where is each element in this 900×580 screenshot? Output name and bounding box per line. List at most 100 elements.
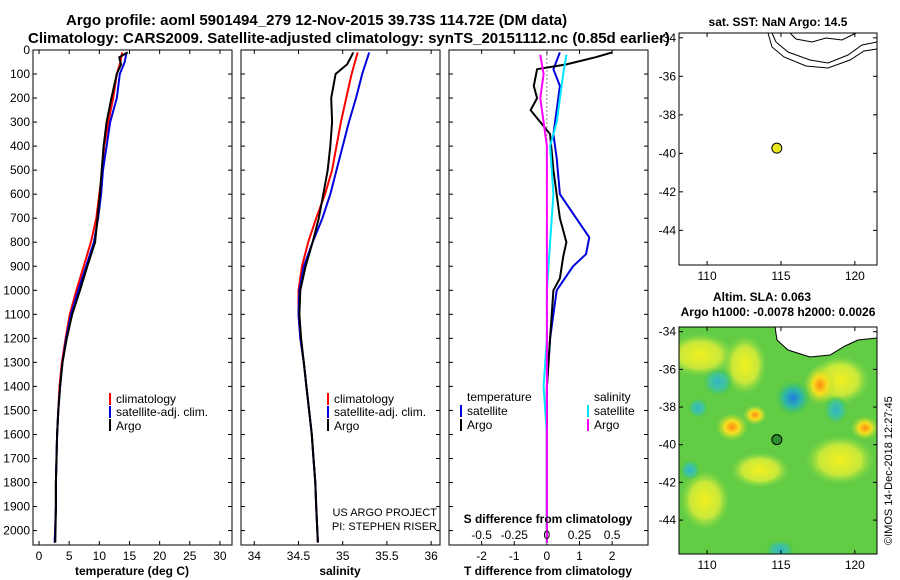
sla-field — [679, 327, 877, 554]
x-tick-label: 5 — [66, 549, 73, 563]
x-tick-label: 25 — [183, 549, 197, 563]
depth-axis: 0 100 200 300 400 500 600 700 800 900 1000 1100 1200… — [3, 43, 232, 538]
x-tick-label: 35 — [336, 549, 350, 563]
sla-map-lat-axis: -34 -36 -38 -40 -42 -44 — [659, 325, 877, 527]
series-line-satellite-adj-clim- — [297, 52, 371, 543]
salinity-x-axis: 34 34.5 35 35.5 36 — [248, 50, 438, 563]
x-tick-label: 20 — [153, 549, 167, 563]
x-tick-label: -2 — [476, 549, 487, 563]
depth-tick-label: 2000 — [3, 524, 30, 538]
title-line-1: Argo profile: aoml 5901494_279 12-Nov-20… — [66, 12, 567, 29]
sla-map-lon-axis: 110 115 120 — [698, 327, 865, 572]
legend-temperature-title: temperature — [467, 390, 532, 404]
temperature-series — [53, 51, 129, 543]
legend-t-argo: Argo — [467, 418, 493, 432]
lat-tick-label: -40 — [659, 438, 677, 452]
depth-tick-label: 600 — [10, 187, 30, 201]
x-tick-label: 10 — [93, 549, 107, 563]
difference-series — [529, 51, 613, 543]
lat-tick-label: -38 — [659, 108, 677, 122]
depth-tick-label: 400 — [10, 139, 30, 153]
depth-tick-label: 100 — [10, 67, 30, 81]
series-line-t-argo — [529, 51, 613, 543]
sla-map-frame — [678, 326, 878, 555]
lat-tick-label: -40 — [659, 146, 677, 160]
s-tick-label: -0.25 — [501, 528, 529, 542]
argo-location-marker — [771, 142, 783, 154]
legend-satellite-adj: satellite-adj. clim. — [334, 405, 426, 419]
lon-tick-label: 115 — [771, 558, 790, 572]
depth-tick-label: 200 — [10, 91, 30, 105]
depth-tick-label: 1500 — [3, 403, 30, 417]
imos-watermark: ©IMOS 14-Dec-2018 12:27:45 — [883, 396, 895, 545]
x-tick-label: 15 — [123, 549, 137, 563]
series-line-argo — [298, 51, 355, 543]
s-difference-xlabel: S difference from climatology — [464, 512, 633, 526]
legend-s-satellite: satellite — [594, 404, 635, 418]
sst-map-lon-axis: 110 115 120 — [698, 33, 865, 283]
depth-tick-label: 900 — [10, 259, 30, 273]
x-tick-label: 2 — [609, 549, 616, 563]
s-tick-label: 0.25 — [568, 528, 592, 542]
argo-location-marker — [771, 434, 783, 446]
lon-tick-label: 110 — [698, 558, 717, 572]
depth-tick-label: 300 — [10, 115, 30, 129]
sst-map-lat-axis: -34 -36 -38 -40 -42 -44 — [659, 31, 877, 237]
legend-climatology: climatology — [334, 392, 394, 406]
salinity-xlabel: salinity — [319, 564, 361, 578]
legend-salinity-title: salinity — [594, 390, 631, 404]
difference-panel: -2 -1 0 1 2 T difference from climatology S … — [448, 49, 649, 578]
sla-map-heights: Argo h1000: -0.0078 h2000: 0.0026 — [681, 305, 876, 319]
depth-tick-label: 800 — [10, 235, 30, 249]
depth-tick-label: 700 — [10, 211, 30, 225]
s-tick-label: -0.5 — [471, 528, 492, 542]
depth-tick-label: 1600 — [3, 427, 30, 441]
s-tick-label: 0.5 — [604, 528, 621, 542]
temperature-panel: 0100200300400500600700800900100011001200… — [3, 43, 233, 578]
coastline — [771, 32, 878, 64]
lat-tick-label: -42 — [659, 185, 677, 199]
lat-tick-label: -38 — [659, 400, 677, 414]
lat-tick-label: -44 — [659, 513, 677, 527]
difference-legend: temperature satellite Argo salinity sate… — [460, 390, 635, 432]
series-line-satellite-adj-clim- — [53, 52, 128, 543]
depth-tick-label: 1900 — [3, 500, 30, 514]
series-line-argo — [54, 51, 129, 543]
salinity-panel: 34 34.5 35 35.5 36 salinity climatology sate… — [240, 49, 441, 578]
x-tick-label: 0 — [36, 549, 43, 563]
series-line-climatology — [53, 52, 124, 543]
legend-satellite-adj: satellite-adj. clim. — [116, 405, 208, 419]
source-project: US ARGO PROJECT — [332, 507, 437, 519]
x-tick-label: 1 — [576, 549, 583, 563]
legend-argo: Argo — [116, 419, 142, 433]
depth-tick-label: 1400 — [3, 379, 30, 393]
depth-tick-label: 1000 — [3, 283, 30, 297]
lat-tick-label: -34 — [659, 31, 677, 45]
legend-t-satellite: satellite — [467, 404, 508, 418]
lon-tick-label: 110 — [698, 269, 717, 283]
depth-tick-label: 0 — [23, 43, 30, 57]
s-difference-ticks: -0.5 -0.25 0 0.25 0.5 — [471, 528, 620, 542]
x-tick-label: 34.5 — [287, 549, 311, 563]
x-tick-label: 36 — [424, 549, 438, 563]
source-pi: PI: STEPHEN RISER — [332, 521, 437, 533]
x-tick-label: 35.5 — [375, 549, 399, 563]
depth-tick-label: 1800 — [3, 476, 30, 490]
lat-tick-label: -34 — [659, 325, 677, 339]
depth-contour — [767, 32, 878, 69]
sst-map-title: sat. SST: NaN Argo: 14.5 — [709, 15, 848, 29]
depth-tick-label: 1300 — [3, 355, 30, 369]
x-tick-label: 30 — [213, 549, 227, 563]
legend-climatology: climatology — [116, 392, 176, 406]
sla-map: Altim. SLA: 0.063 Argo h1000: -0.0078 h2… — [659, 290, 878, 572]
x-tick-label: -1 — [509, 549, 520, 563]
temperature-xlabel: temperature (deg C) — [75, 564, 189, 578]
t-difference-xlabel: T difference from climatology — [464, 564, 632, 578]
salinity-series — [297, 51, 371, 543]
depth-tick-label: 1100 — [4, 307, 30, 321]
depth-tick-label: 500 — [10, 163, 30, 177]
legend-argo: Argo — [334, 419, 360, 433]
difference-axes-frame — [448, 49, 649, 546]
depth-tick-label: 1700 — [3, 451, 30, 465]
